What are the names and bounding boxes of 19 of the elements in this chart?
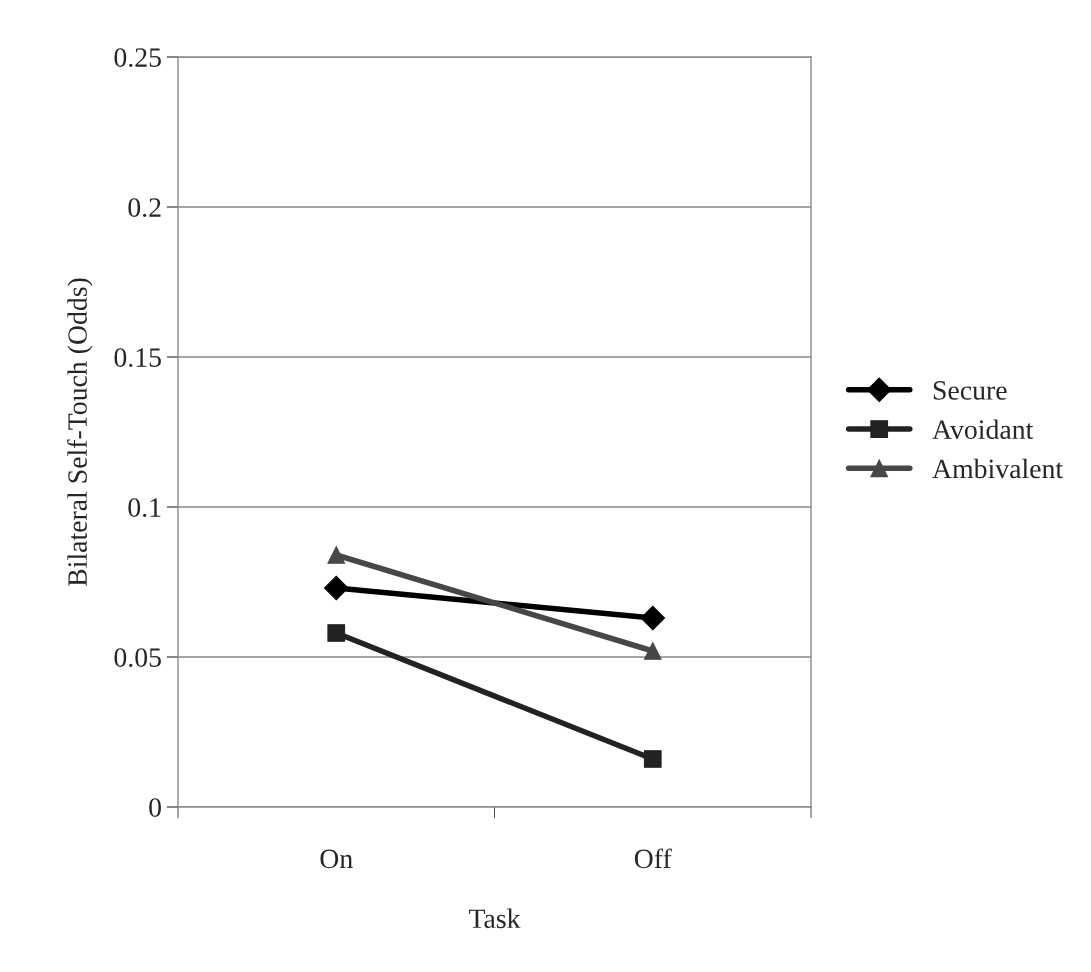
point: [327, 546, 346, 564]
point: [323, 575, 349, 601]
y-tick-label: 0.25: [114, 48, 161, 68]
y-tick-label: 0.2: [128, 198, 161, 218]
point: [643, 750, 662, 768]
y-axis-title: Bilateral Self-Touch (Odds): [67, 278, 93, 587]
y-tick-label: 0.1: [128, 498, 161, 518]
point: [643, 642, 662, 660]
point: [327, 624, 346, 642]
y-tick-label: 0: [149, 798, 161, 817]
x-axis-title: Task: [468, 908, 521, 929]
y-tick-label: 0.15: [114, 348, 161, 368]
legend-label: Ambivalent: [932, 458, 1063, 479]
legend-label: Secure: [933, 381, 1007, 400]
legend-label: Avoidant: [932, 419, 1034, 440]
x-tick-label: Off: [634, 848, 672, 869]
y-tick-label: 0.05: [114, 648, 161, 668]
point: [640, 605, 666, 631]
x-tick-label: On: [320, 849, 353, 869]
